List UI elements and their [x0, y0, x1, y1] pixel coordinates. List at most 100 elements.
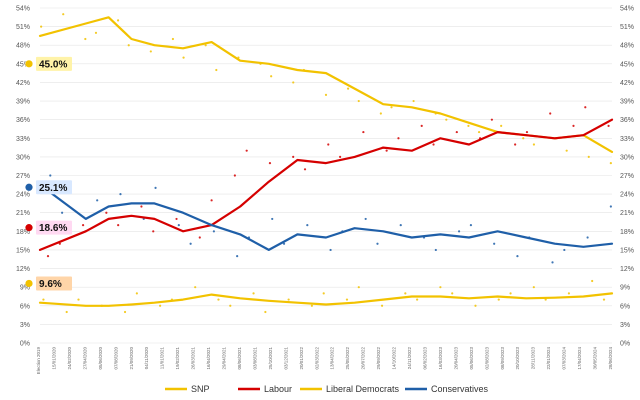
poll-point	[217, 298, 220, 301]
x-tick-label: Election 2019	[36, 347, 41, 375]
x-tick-label: 08/09/2023	[500, 347, 505, 370]
poll-point	[65, 310, 68, 314]
poll-point	[61, 211, 64, 214]
x-tick-label: 07/08/2020	[113, 347, 118, 370]
legend-entry: Labour	[238, 384, 292, 394]
poll-point	[329, 248, 332, 252]
poll-point	[497, 298, 500, 301]
x-tick-label: 03/08/2021	[252, 347, 257, 370]
x-tick-label: 02/08/2023	[484, 347, 489, 370]
y-tick-label: 27%	[16, 173, 30, 180]
poll-point	[404, 292, 407, 295]
poll-point	[591, 279, 594, 283]
poll-point	[565, 149, 568, 152]
legend-entry: Liberal Democrats	[300, 384, 400, 394]
x-tick-label: 03/12/2021	[283, 347, 288, 370]
poll-point	[397, 137, 400, 140]
y-tick-label: 39%	[620, 99, 634, 106]
poll-point	[514, 143, 517, 146]
poll-point	[198, 236, 201, 239]
y-tick-label: 48%	[16, 43, 30, 50]
trend-line-conservatives	[38, 183, 614, 251]
x-tick-label: 16/04/2021	[206, 347, 211, 370]
x-tick-label: 20/07/2022	[361, 347, 366, 370]
poll-point	[602, 298, 606, 301]
poll-point	[154, 186, 157, 190]
poll-point	[500, 124, 503, 127]
poll-point	[40, 25, 43, 28]
poll-point	[587, 155, 590, 158]
legend-label: Liberal Democrats	[326, 384, 400, 394]
poll-point	[490, 118, 493, 121]
poll-point	[345, 298, 349, 301]
y-tick-label: 36%	[16, 117, 30, 124]
poll-point	[252, 292, 255, 295]
label-snp: 45.0%	[25, 56, 72, 71]
poll-point	[171, 37, 175, 41]
poll-point	[445, 118, 448, 121]
poll-point	[42, 298, 45, 301]
y-tick-label: 9%	[620, 285, 630, 292]
y-tick-label: 3%	[20, 322, 30, 329]
poll-point	[212, 230, 215, 233]
poll-point	[117, 224, 120, 227]
poll-point	[233, 174, 236, 177]
y-tick-label: 42%	[620, 80, 634, 87]
y-tick-label: 21%	[16, 210, 30, 217]
label-labour: 18.6%	[25, 220, 72, 235]
poll-point	[149, 50, 152, 53]
y-tick-label: 15%	[620, 247, 634, 254]
poll-point	[364, 217, 367, 221]
y-tick-label: 24%	[16, 192, 30, 199]
x-tick-label: 29/09/2022	[376, 347, 381, 370]
x-tick-label: 14/10/2022	[392, 347, 397, 370]
x-tick-label: 02/03/2022	[314, 347, 319, 370]
x-tick-label: 05/06/2020	[98, 347, 103, 370]
label-value: 25.1%	[39, 183, 67, 194]
x-tick-label: 25/10/2021	[268, 347, 273, 370]
x-tick-label: 26/03/2021	[191, 347, 196, 370]
poll-point	[474, 304, 477, 307]
y-tick-label: 33%	[620, 136, 634, 143]
y-tick-label: 33%	[16, 136, 30, 143]
poll-point	[182, 56, 185, 59]
poll-point	[544, 298, 547, 301]
x-tick-label: 15/01/2020	[51, 347, 56, 370]
poll-point	[477, 130, 481, 134]
x-tick-label: 28/11/2023	[531, 347, 536, 370]
x-tick-label: 20/10/2023	[515, 347, 520, 370]
label-background	[36, 276, 72, 291]
start-labels: 45.0% 25.1% 18.6% 9.6%	[25, 56, 72, 291]
poll-point	[586, 236, 589, 239]
poll-point	[245, 149, 248, 152]
poll-point	[96, 199, 99, 202]
y-tick-label: 24%	[620, 192, 634, 199]
y-tick-label: 54%	[620, 6, 634, 13]
poll-point	[567, 292, 571, 295]
x-tick-label: 06/02/2023	[422, 347, 427, 370]
legend-label: Labour	[264, 384, 292, 394]
poll-point	[509, 292, 512, 295]
y-tick-label: 0%	[620, 341, 630, 348]
y-axis-left: 0% 3% 6% 9% 12% 15% 18% 21% 24% 27% 30% 33% 36% 39% 42…	[16, 6, 30, 348]
poll-point	[327, 143, 330, 146]
label-dot	[25, 183, 33, 191]
poll-point	[292, 155, 295, 158]
poll-point	[81, 224, 85, 227]
y-tick-label: 12%	[16, 266, 30, 273]
poll-point	[46, 255, 50, 258]
label-value: 18.6%	[39, 223, 67, 234]
poll-point	[532, 286, 535, 289]
poll-point	[357, 99, 360, 103]
poll-point	[439, 286, 442, 289]
x-tick-label: 27/04/2020	[82, 347, 87, 370]
poll-point	[264, 310, 267, 314]
poll-points	[40, 13, 612, 314]
poll-point	[324, 93, 328, 96]
y-tick-label: 30%	[16, 154, 30, 161]
poll-point	[379, 112, 382, 115]
poll-point	[175, 217, 178, 221]
poll-point	[84, 37, 87, 41]
poll-point	[287, 298, 290, 301]
